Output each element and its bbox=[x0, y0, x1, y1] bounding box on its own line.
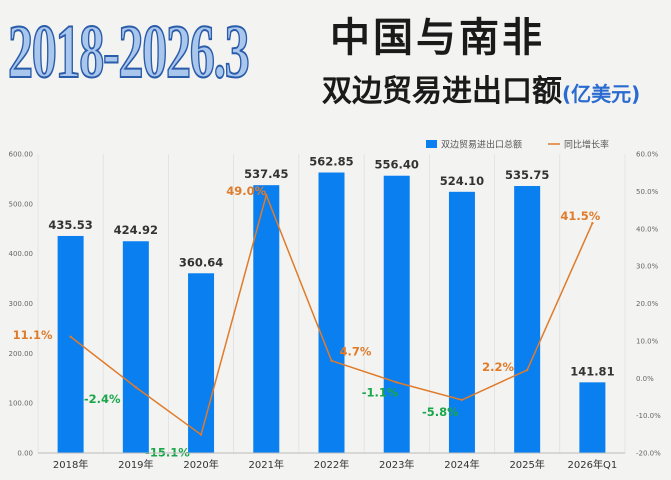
growth-label: 2.2% bbox=[482, 360, 514, 374]
bar bbox=[122, 241, 149, 453]
line-point bbox=[69, 335, 72, 338]
bar-label: 435.53 bbox=[48, 218, 92, 232]
bar bbox=[383, 175, 410, 453]
line-point bbox=[460, 398, 464, 402]
line-point bbox=[330, 359, 333, 362]
line-point bbox=[265, 193, 268, 197]
bar bbox=[579, 382, 606, 453]
period-title: 2018-2026.3 bbox=[7, 10, 250, 94]
y-left-tick: 500.00 bbox=[9, 200, 34, 208]
y-left-tick: 200.00 bbox=[9, 350, 34, 358]
subtitle-text: 双边贸易进出口额 bbox=[322, 74, 562, 109]
line-point bbox=[395, 381, 398, 384]
x-tick: 2024年 bbox=[444, 458, 479, 471]
x-tick: 2025年 bbox=[509, 458, 544, 471]
legend-bar-label: 双边贸易进出口总额 bbox=[441, 139, 522, 151]
growth-label: -2.4% bbox=[84, 392, 121, 406]
line-point bbox=[525, 368, 529, 372]
growth-label: 41.5% bbox=[560, 209, 600, 223]
y-right-tick: 50.0% bbox=[636, 188, 659, 196]
growth-label: 4.7% bbox=[340, 345, 372, 359]
bar-label: 141.81 bbox=[570, 364, 614, 378]
line-point bbox=[199, 433, 203, 436]
line-point bbox=[134, 386, 138, 389]
bar-label: 556.40 bbox=[375, 158, 419, 172]
y-left-tick: 600.00 bbox=[9, 151, 34, 159]
bar bbox=[448, 191, 475, 454]
bar-label: 562.85 bbox=[309, 155, 353, 169]
chart-subtitle: 双边贸易进出口额(亿美元) bbox=[322, 74, 640, 110]
bar-label: 424.92 bbox=[114, 223, 158, 237]
x-tick: 2020年 bbox=[183, 458, 218, 471]
y-right-tick: 30.0% bbox=[636, 263, 659, 271]
x-tick: 2018年 bbox=[53, 458, 88, 471]
bar-label: 524.10 bbox=[440, 174, 484, 188]
y-left-tick: 0.00 bbox=[17, 450, 33, 458]
y-left-tick: 400.00 bbox=[9, 250, 34, 258]
line-point bbox=[591, 221, 594, 225]
bar bbox=[514, 186, 541, 453]
bar bbox=[57, 235, 84, 453]
bar bbox=[318, 172, 345, 454]
legend-bar-swatch bbox=[426, 140, 437, 148]
growth-label: 11.1% bbox=[13, 328, 53, 342]
bar-label: 537.45 bbox=[244, 167, 288, 181]
y-right-tick: 60.0% bbox=[636, 151, 659, 159]
y-right-tick: -10.0% bbox=[636, 412, 661, 420]
y-left-tick: 300.00 bbox=[9, 300, 34, 308]
x-tick: 2026年Q1 bbox=[568, 458, 618, 471]
y-right-tick: 40.0% bbox=[636, 225, 659, 233]
y-right-tick: 0.0% bbox=[636, 375, 654, 383]
y-right-tick: -20.0% bbox=[636, 450, 661, 458]
y-right-tick: 20.0% bbox=[636, 300, 659, 308]
legend: 双边贸易进出口总额 同比增长率 bbox=[426, 139, 609, 151]
bar-label: 535.75 bbox=[505, 168, 549, 182]
y-left-tick: 100.00 bbox=[9, 400, 34, 408]
x-tick: 2021年 bbox=[249, 458, 284, 471]
y-right-tick: 10.0% bbox=[636, 337, 659, 345]
chart-title: 中国与南非 bbox=[330, 15, 545, 61]
x-tick: 2019年 bbox=[118, 458, 153, 471]
bar bbox=[188, 273, 215, 453]
unit-label: (亿美元) bbox=[562, 82, 641, 106]
growth-label: -1.1% bbox=[362, 385, 399, 399]
x-tick: 2022年 bbox=[314, 458, 349, 471]
growth-label: -5.8% bbox=[422, 405, 459, 419]
bar bbox=[253, 185, 280, 453]
legend-line-label: 同比增长率 bbox=[564, 139, 609, 151]
x-tick: 2023年 bbox=[379, 458, 414, 471]
growth-label: 49.0% bbox=[226, 184, 266, 198]
bar-label: 360.64 bbox=[179, 255, 223, 269]
